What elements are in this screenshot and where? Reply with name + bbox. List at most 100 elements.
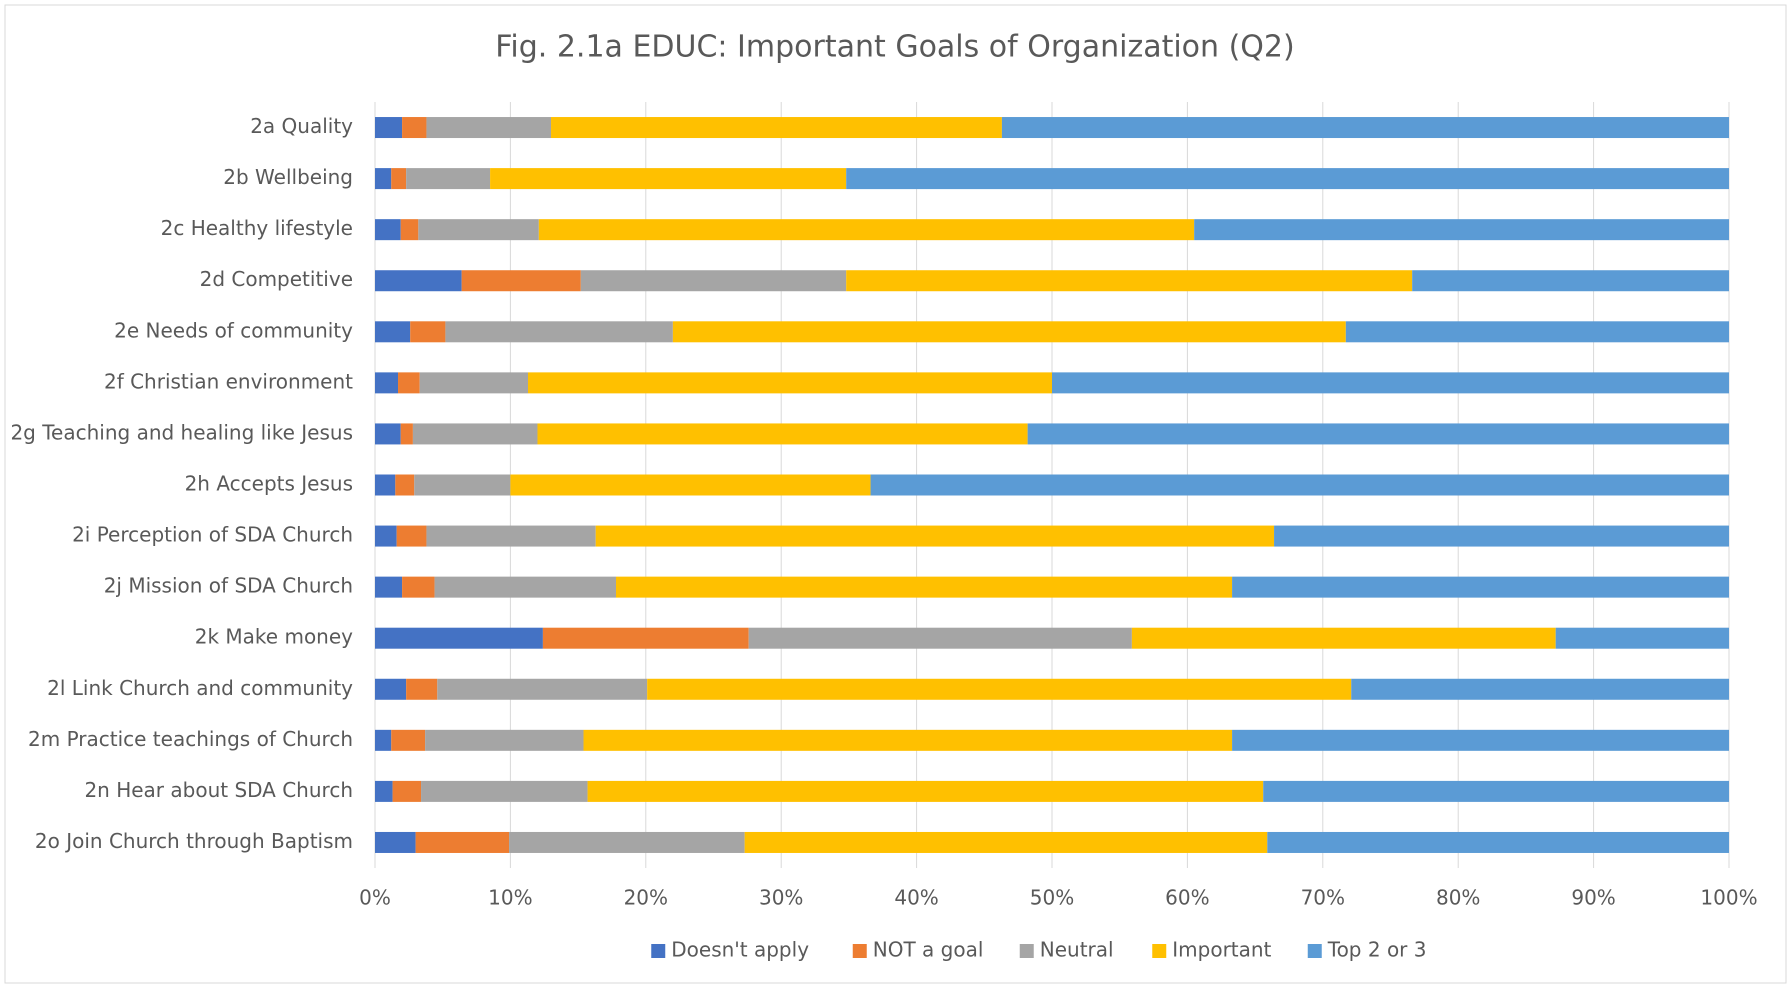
bar-segment [1131, 627, 1556, 649]
bar-segment [551, 117, 1002, 139]
bar-segment [375, 117, 403, 139]
bar-segment [537, 423, 1028, 445]
y-tick-label: 2k Make money [195, 625, 353, 649]
bar-segment [490, 168, 847, 190]
bar-segment [616, 576, 1233, 598]
legend-label: NOT a goal [873, 938, 984, 962]
x-tick-label: 30% [759, 886, 803, 910]
bar-segment [400, 219, 419, 241]
bar-segment [375, 168, 392, 190]
bar-segment [402, 117, 427, 139]
bar-segment [846, 270, 1413, 292]
bar-segment [375, 780, 393, 802]
legend-label: Top 2 or 3 [1327, 938, 1427, 962]
bar-segment [1052, 372, 1729, 394]
legend-swatch [651, 944, 666, 958]
bar-segment [419, 372, 529, 394]
bar-segment [1412, 270, 1729, 292]
bar-segment [510, 474, 871, 496]
bar-segment [375, 423, 401, 445]
y-tick-label: 2n Hear about SDA Church [84, 778, 353, 802]
bar-segment [445, 321, 673, 343]
x-tick-label: 20% [624, 886, 668, 910]
x-tick-label: 50% [1030, 886, 1074, 910]
bar-segment [392, 780, 422, 802]
y-tick-label: 2j Mission of SDA Church [104, 574, 353, 598]
y-tick-label: 2d Competitive [200, 267, 353, 291]
bar-segment [1555, 627, 1729, 649]
y-tick-label: 2i Perception of SDA Church [72, 523, 353, 547]
bar-segment [1263, 780, 1729, 802]
bar-segment [375, 270, 462, 292]
bar-segment [647, 678, 1352, 700]
y-tick-label: 2f Christian environment [104, 369, 353, 393]
x-tick-label: 70% [1301, 886, 1345, 910]
bar-segment [542, 627, 749, 649]
bar-segment [412, 423, 538, 445]
bar-segment [595, 525, 1275, 547]
bar-segment [426, 117, 552, 139]
bar-segment [870, 474, 1729, 496]
bar-segment [375, 678, 407, 700]
bar-segment [396, 525, 427, 547]
bar-segment [1001, 117, 1729, 139]
bar-segment [528, 372, 1052, 394]
bar-segment [509, 831, 745, 853]
bar-segment [414, 474, 511, 496]
bar-segment [375, 627, 543, 649]
legend-label: Important [1172, 938, 1271, 962]
bar-segment [421, 780, 588, 802]
bar-segment [1274, 525, 1729, 547]
x-tick-label: 90% [1571, 886, 1615, 910]
bar-segment [461, 270, 581, 292]
x-tick-label: 60% [1165, 886, 1209, 910]
bar-segment [580, 270, 847, 292]
bar-segment [418, 219, 539, 241]
bar-segment [748, 627, 1132, 649]
bar-segment [375, 525, 397, 547]
chart-title: Fig. 2.1a EDUC: Important Goals of Organ… [495, 30, 1294, 65]
bar-segment [400, 423, 413, 445]
bar-segment [375, 729, 392, 751]
x-tick-label: 80% [1436, 886, 1480, 910]
legend-swatch [1307, 944, 1322, 958]
bar-segment [391, 168, 407, 190]
y-tick-label: 2o Join Church through Baptism [35, 829, 353, 853]
bar-segment [406, 168, 491, 190]
bar-segment [744, 831, 1268, 853]
bar-segment [391, 729, 426, 751]
bar-segment [1232, 576, 1729, 598]
bar-segment [583, 729, 1233, 751]
bar-segment [1194, 219, 1729, 241]
bar-segment [846, 168, 1729, 190]
x-tick-label: 10% [488, 886, 532, 910]
bar-segment [434, 576, 617, 598]
bar-segment [375, 474, 396, 496]
y-tick-label: 2h Accepts Jesus [185, 472, 353, 496]
bar-segment [415, 831, 510, 853]
bar-segment [375, 831, 416, 853]
y-tick-label: 2e Needs of community [114, 318, 353, 342]
bar-segment [672, 321, 1346, 343]
bar-segment [410, 321, 446, 343]
bar-segment [1345, 321, 1729, 343]
bar-segment [425, 729, 584, 751]
bar-segment [426, 525, 596, 547]
bar-segment [375, 372, 399, 394]
bar-segment [375, 576, 403, 598]
bar-segment [398, 372, 420, 394]
bar-segment [1267, 831, 1729, 853]
x-tick-label: 0% [359, 886, 391, 910]
bar-segment [402, 576, 435, 598]
bar-segment [1351, 678, 1729, 700]
y-tick-label: 2a Quality [250, 114, 353, 138]
bar-segment [395, 474, 415, 496]
bar-segment [538, 219, 1195, 241]
y-tick-label: 2l Link Church and community [47, 676, 353, 700]
bar-segment [375, 219, 401, 241]
legend-swatch [852, 944, 867, 958]
bar-segment [375, 321, 411, 343]
legend-swatch [1152, 944, 1167, 958]
bar-segment [587, 780, 1264, 802]
